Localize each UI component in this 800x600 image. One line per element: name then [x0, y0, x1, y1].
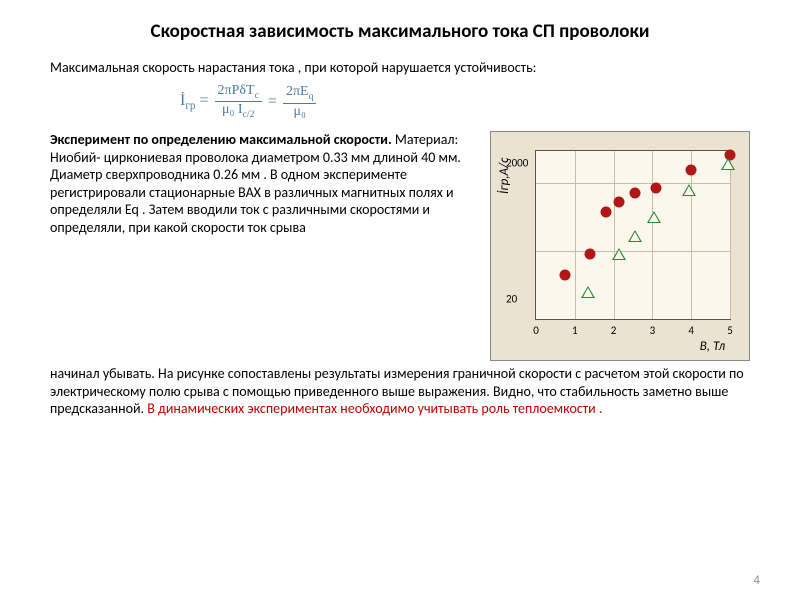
measured-point: [585, 249, 596, 260]
experiment-heading: Эксперимент по определению максимальной …: [50, 131, 392, 148]
intro-text: Максимальная скорость нарастания тока , …: [50, 59, 750, 77]
measured-point: [614, 197, 625, 208]
measured-point: [629, 188, 640, 199]
calculated-point: [581, 286, 595, 298]
plot-area: 012345202000: [535, 150, 731, 320]
formula: İгр = 2πPδTc μ₀ Ic/2 = 2πEq μ₀: [180, 83, 316, 121]
page-title: Скоростная зависимость максимального ток…: [50, 20, 750, 45]
measured-point: [600, 206, 611, 217]
formula-row: İгр = 2πPδTc μ₀ Ic/2 = 2πEq μ₀: [50, 83, 750, 121]
page-number: 4: [753, 573, 760, 588]
experiment-text: Эксперимент по определению максимальной …: [50, 131, 478, 361]
scatter-chart: İгр,А/с В, Тл 012345202000: [490, 131, 750, 361]
measured-point: [686, 164, 697, 175]
calculated-point: [721, 158, 735, 170]
calculated-point: [612, 248, 626, 260]
calculated-point: [682, 184, 696, 196]
measured-point: [651, 183, 662, 194]
x-axis-label: В, Тл: [700, 339, 725, 354]
calculated-point: [647, 211, 661, 223]
calculated-point: [628, 230, 642, 242]
measured-point: [560, 269, 571, 280]
bottom-text: начинал убывать. На рисунке сопоставлены…: [50, 365, 750, 418]
bottom-highlight: В динамических экспериментах необходимо …: [147, 400, 602, 417]
